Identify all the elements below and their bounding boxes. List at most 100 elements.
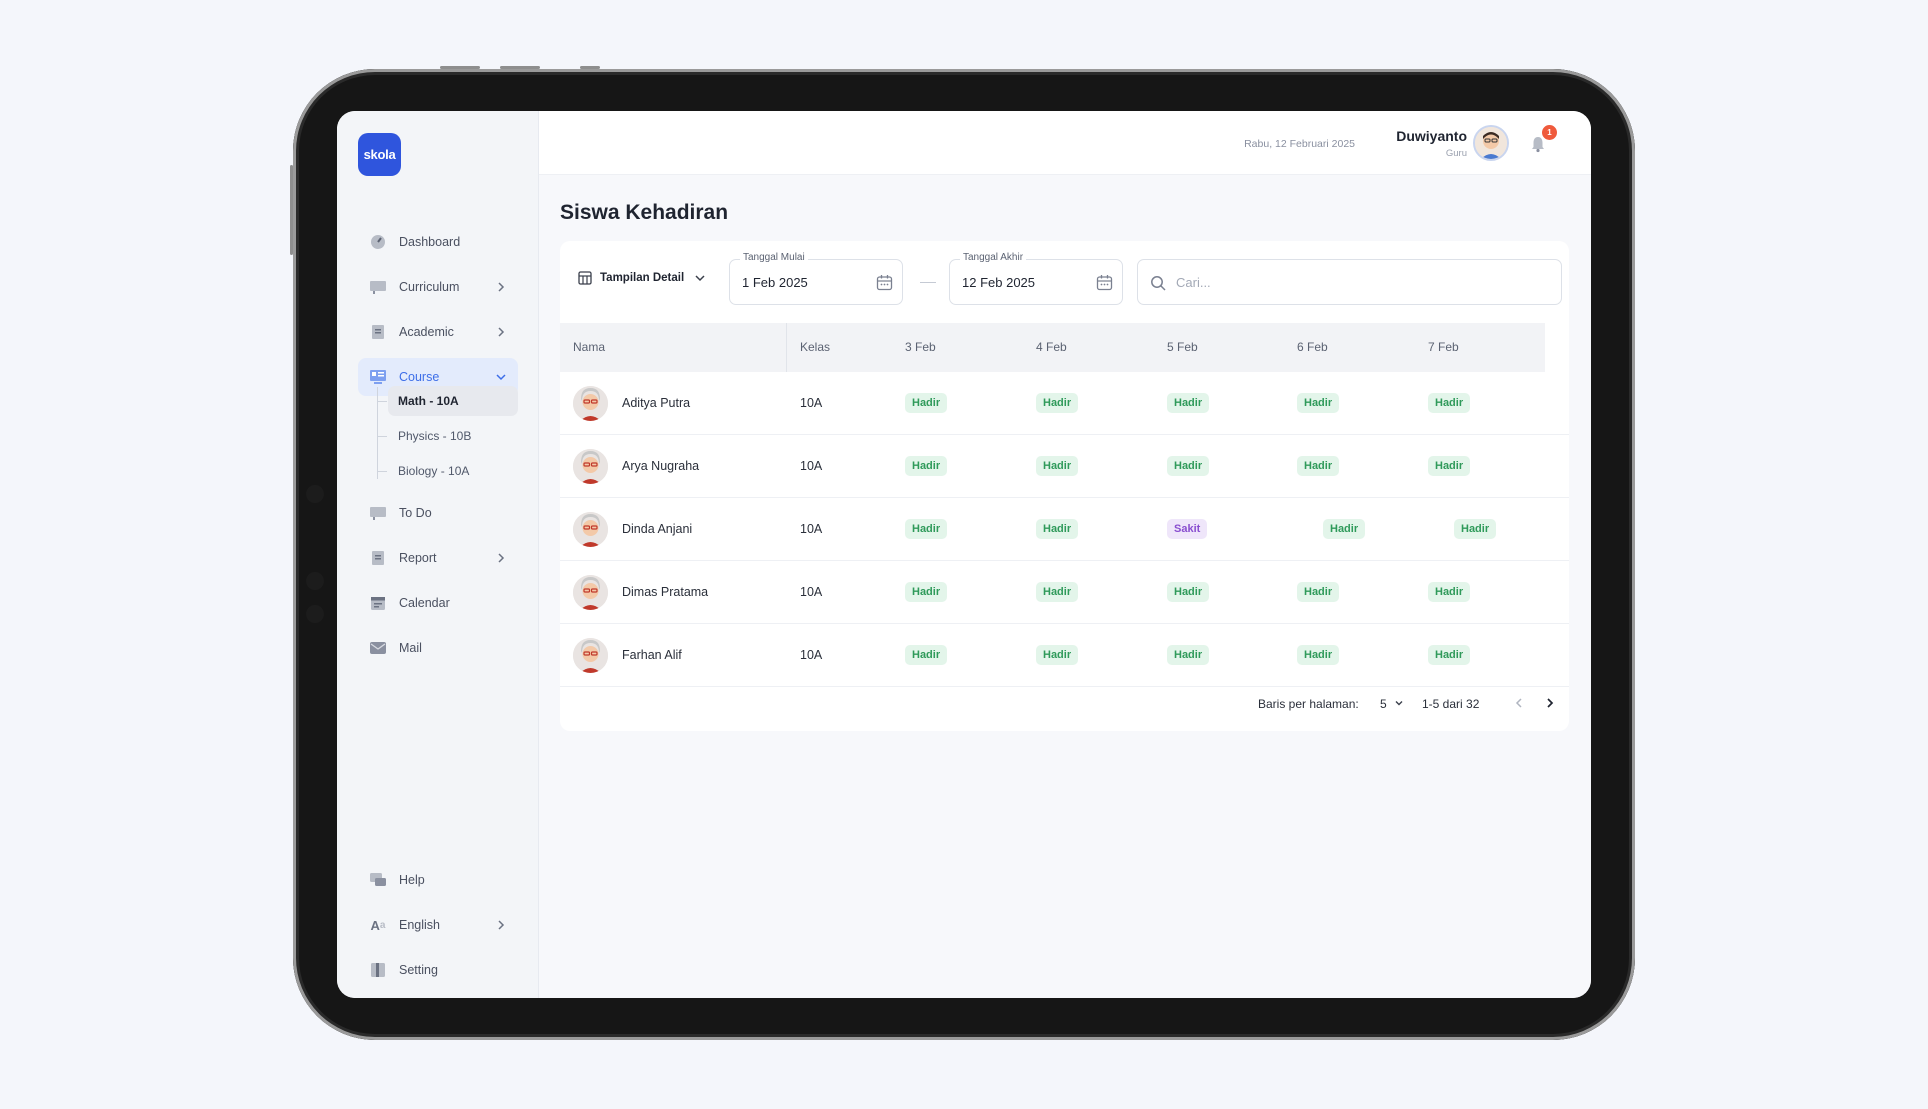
sidebar-subitem-math-10a[interactable]: Math - 10A: [388, 386, 518, 416]
student-avatar: [573, 575, 608, 610]
previous-page-icon[interactable]: [1512, 696, 1526, 710]
view-mode-select[interactable]: Tampilan Detail: [578, 271, 706, 285]
status-badge: Hadir: [905, 519, 948, 539]
status-badge: Hadir: [1428, 582, 1471, 602]
sidebar-item-label: Calendar: [399, 596, 450, 610]
status-badge: Hadir: [1323, 519, 1366, 539]
status-badge: Hadir: [1297, 456, 1340, 476]
calendar-icon[interactable]: [876, 274, 893, 291]
tablet-top-button: [440, 66, 480, 69]
tablet-top-button: [500, 66, 540, 69]
sidebar-item-curriculum[interactable]: Curriculum: [358, 268, 518, 306]
notification-badge: 1: [1542, 125, 1557, 140]
table-row[interactable]: Farhan Alif 10A Hadir Hadir Hadir Hadir …: [560, 624, 1569, 687]
sidebar-item-label: To Do: [399, 506, 432, 520]
status-badge: Hadir: [905, 456, 948, 476]
pagination-range: 1-5 dari 32: [1422, 697, 1480, 711]
academic-icon: [369, 324, 387, 340]
sidebar-item-mail[interactable]: Mail: [358, 629, 518, 667]
student-class: 10A: [800, 459, 823, 473]
sidebar-item-label: Academic: [399, 325, 454, 339]
sidebar-item-label: Dashboard: [399, 235, 461, 249]
column-header-kelas[interactable]: Kelas: [800, 340, 831, 354]
sidebar-item-label: Help: [399, 873, 425, 887]
chevron-right-icon: [498, 327, 505, 337]
start-date-field[interactable]: Tanggal Mulai 1 Feb 2025: [729, 252, 903, 305]
student-avatar: [573, 449, 608, 484]
sidebar-item-help[interactable]: Help: [358, 861, 518, 899]
table-row[interactable]: Aditya Putra 10A Hadir Hadir Hadir Hadir…: [560, 372, 1569, 435]
page-title: Siswa Kehadiran: [560, 201, 729, 224]
sidebar-item-calendar[interactable]: Calendar: [358, 584, 518, 622]
status-badge: Hadir: [1454, 519, 1497, 539]
tree-line: [377, 387, 378, 479]
next-page-icon[interactable]: [1543, 696, 1557, 710]
search-box[interactable]: [1137, 259, 1562, 305]
sidebar-subitem-biology-10a[interactable]: Biology - 10A: [398, 464, 470, 478]
table-row[interactable]: Arya Nugraha 10A Hadir Hadir Hadir Hadir…: [560, 435, 1569, 498]
user-name[interactable]: Duwiyanto: [1396, 128, 1467, 144]
chevron-right-icon: [498, 282, 505, 292]
user-avatar[interactable]: [1473, 125, 1509, 161]
sidebar-item-todo[interactable]: To Do: [358, 494, 518, 532]
camera-dot: [306, 572, 324, 590]
column-header-date[interactable]: 7 Feb: [1428, 340, 1459, 354]
end-date-label: Tanggal Akhir: [960, 252, 1027, 263]
table-header: Nama Kelas 3 Feb 4 Feb 5 Feb 6 Feb 7 Feb: [560, 323, 1545, 372]
end-date-value: 12 Feb 2025: [962, 275, 1036, 290]
calendar-icon[interactable]: [1096, 274, 1113, 291]
column-header-date[interactable]: 6 Feb: [1297, 340, 1328, 354]
tree-tick: [377, 471, 387, 472]
tablet-side-button: [290, 165, 293, 255]
report-icon: [369, 550, 387, 566]
status-badge: Hadir: [1297, 582, 1340, 602]
curriculum-icon: [369, 279, 387, 295]
status-badge: Hadir: [1167, 582, 1210, 602]
chevron-down-icon: [1395, 701, 1403, 706]
header-date: Rabu, 12 Februari 2025: [1244, 138, 1355, 150]
sidebar-item-academic[interactable]: Academic: [358, 313, 518, 351]
student-name: Arya Nugraha: [622, 459, 700, 473]
student-name: Dimas Pratama: [622, 585, 709, 599]
status-badge: Hadir: [1036, 582, 1079, 602]
student-name: Farhan Alif: [622, 648, 682, 662]
tree-tick: [377, 436, 387, 437]
sidebar-item-label: Curriculum: [399, 280, 460, 294]
top-header: Rabu, 12 Februari 2025 Duwiyanto Guru 1: [539, 111, 1591, 175]
table-view-icon: [578, 271, 592, 285]
column-header-date[interactable]: 5 Feb: [1167, 340, 1198, 354]
bell-icon[interactable]: [1529, 135, 1547, 153]
status-badge: Hadir: [1036, 645, 1079, 665]
student-avatar: [573, 512, 608, 547]
rows-per-page-value: 5: [1380, 697, 1387, 711]
chevron-right-icon: [498, 553, 505, 563]
sidebar-subitem-physics-10b[interactable]: Physics - 10B: [398, 429, 472, 443]
status-badge: Hadir: [905, 393, 948, 413]
table-row[interactable]: Dimas Pratama 10A Hadir Hadir Hadir Hadi…: [560, 561, 1569, 624]
sidebar-item-setting[interactable]: Setting: [358, 951, 518, 989]
date-range-separator: [920, 282, 936, 283]
start-date-value: 1 Feb 2025: [742, 275, 808, 290]
calendar-icon: [369, 595, 387, 611]
column-header-date[interactable]: 3 Feb: [905, 340, 936, 354]
search-icon: [1151, 276, 1166, 291]
sidebar-item-report[interactable]: Report: [358, 539, 518, 577]
status-badge: Hadir: [1036, 519, 1079, 539]
sidebar-item-dashboard[interactable]: Dashboard: [358, 223, 518, 261]
table-row[interactable]: Dinda Anjani 10A Hadir Hadir Sakit Hadir…: [560, 498, 1569, 561]
sidebar-item-label: Report: [399, 551, 437, 565]
column-header-nama[interactable]: Nama: [573, 340, 606, 354]
rows-per-page-select[interactable]: 5: [1380, 697, 1404, 711]
chevron-right-icon: [498, 920, 505, 930]
search-input[interactable]: [1176, 272, 1546, 292]
column-header-date[interactable]: 4 Feb: [1036, 340, 1067, 354]
chevron-down-icon: [695, 275, 705, 282]
sidebar-item-label: English: [399, 918, 440, 932]
dashboard-icon: [369, 234, 387, 250]
status-badge: Hadir: [1428, 393, 1471, 413]
attendance-card: Tampilan Detail Tanggal Mulai 1 Feb 2025…: [560, 241, 1569, 731]
end-date-field[interactable]: Tanggal Akhir 12 Feb 2025: [949, 252, 1123, 305]
logo[interactable]: skola: [358, 133, 401, 176]
